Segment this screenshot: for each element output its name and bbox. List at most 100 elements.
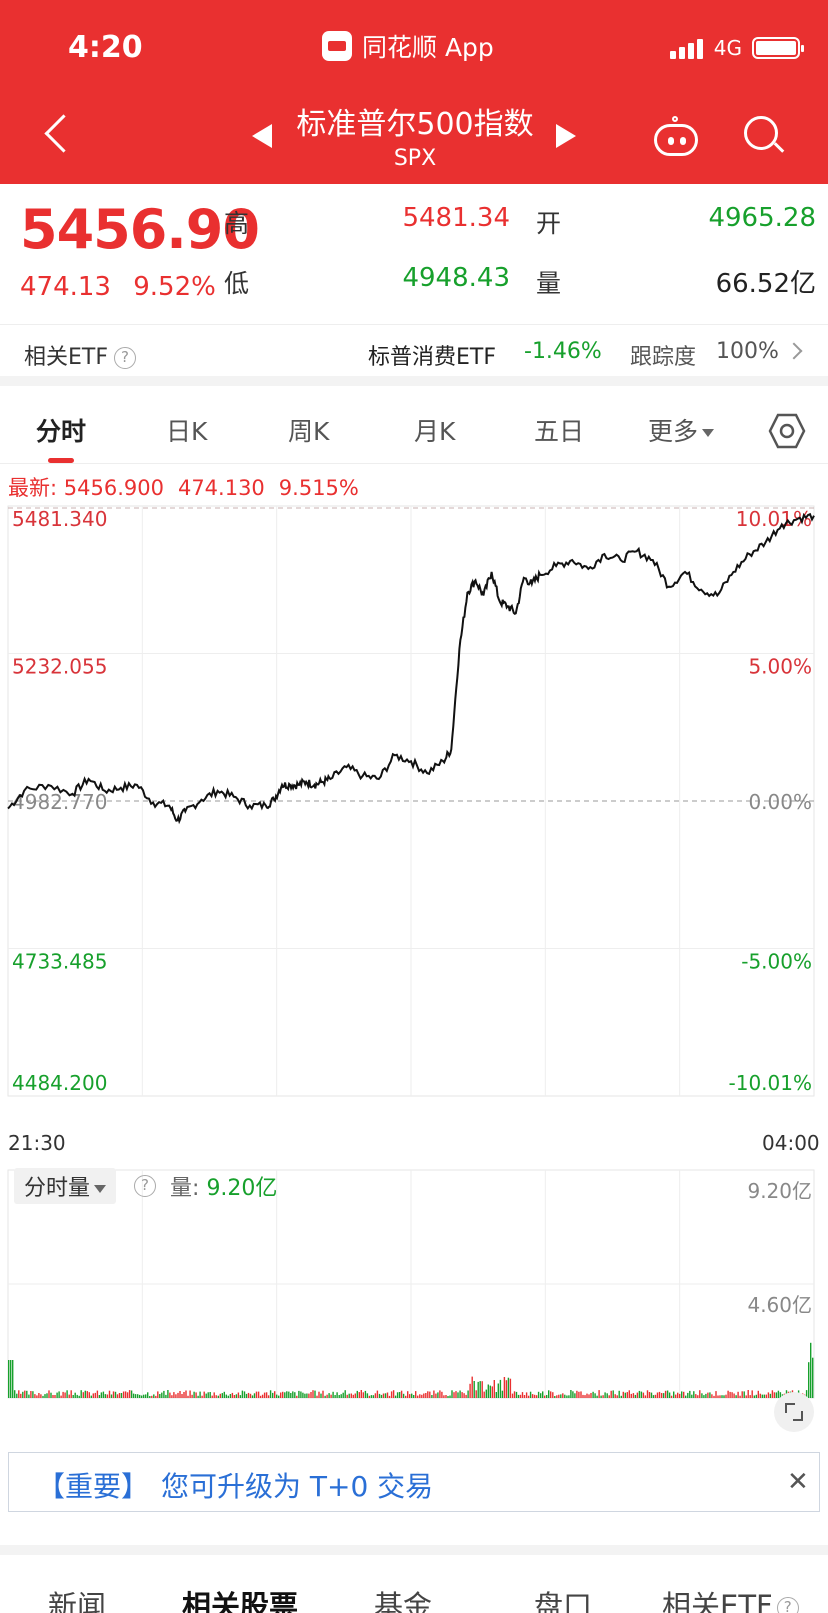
volume-bar [86, 1391, 88, 1398]
volume-bar [483, 1391, 485, 1398]
volume-bar [810, 1342, 812, 1398]
volume-bar [366, 1393, 369, 1398]
tab-order-book[interactable]: 盘口 [534, 1589, 593, 1613]
volume-bar [650, 1392, 653, 1398]
volume-bar [588, 1394, 590, 1398]
close-icon[interactable]: ✕ [787, 1467, 809, 1497]
volume-bar [290, 1393, 292, 1398]
volume-bar [429, 1391, 431, 1398]
volume-bar [8, 1360, 10, 1398]
volume-bar [269, 1390, 272, 1398]
settings-hex-icon[interactable] [768, 412, 806, 450]
volume-bar [445, 1395, 447, 1398]
volume-type-selector[interactable]: 分时量 [14, 1168, 117, 1204]
volume-bar [90, 1395, 92, 1398]
volume-bar [179, 1391, 181, 1398]
tab-news[interactable]: 新闻 [48, 1589, 107, 1613]
volume-bar [761, 1394, 763, 1398]
volume-bar [14, 1390, 16, 1398]
tab-more[interactable]: 更多 [648, 412, 715, 448]
tab-five-day[interactable]: 五日 [534, 417, 585, 446]
volume-bar [374, 1393, 377, 1398]
related-etf-row[interactable]: 相关ETF? 标普消费ETF -1.46% 跟踪度 100% [0, 324, 828, 386]
upgrade-notice-banner[interactable]: 【重要】 您可升级为 T+0 交易 ✕ [8, 1452, 820, 1512]
volume-bar [32, 1391, 34, 1398]
search-icon[interactable] [744, 116, 788, 160]
volume-bar [267, 1395, 270, 1398]
volume-bar [314, 1390, 316, 1398]
volume-bar [141, 1395, 143, 1398]
volume-bar [386, 1392, 389, 1398]
volume-bar [457, 1392, 459, 1398]
assistant-robot-icon[interactable] [652, 116, 700, 160]
volume-bar [368, 1395, 371, 1398]
next-index-arrow-icon[interactable] [556, 124, 576, 148]
latest-price: 最新: 5456.900 [8, 476, 164, 500]
volume-bar [574, 1393, 576, 1398]
volume-bar [697, 1395, 699, 1398]
prev-index-arrow-icon[interactable] [252, 124, 272, 148]
volume-bar [221, 1393, 223, 1398]
volume-bar [644, 1395, 647, 1398]
volume-bar [519, 1394, 522, 1398]
volume-bar [487, 1384, 489, 1398]
volume-bar [765, 1394, 767, 1398]
volume-bar [330, 1394, 332, 1398]
volume-bar [201, 1395, 203, 1398]
tab-intraday[interactable]: 分时 [36, 417, 87, 446]
volume-bar [241, 1390, 244, 1398]
volume-bar [118, 1393, 121, 1398]
y-tick-label: 5232.055 [12, 655, 107, 679]
volume-bar [390, 1391, 393, 1398]
volume-bar [120, 1393, 123, 1398]
volume-chart[interactable]: 9.20亿 4.60亿 [0, 1158, 828, 1440]
volume-bar [320, 1393, 322, 1398]
volume-bar [433, 1390, 435, 1398]
volume-bar [435, 1393, 437, 1398]
help-icon[interactable]: ? [114, 347, 136, 369]
volume-label: 量 [536, 269, 562, 298]
tab-funds[interactable]: 基金 [374, 1589, 433, 1613]
volume-bar [161, 1392, 163, 1398]
notice-text[interactable]: 您可升级为 T+0 交易 [161, 1470, 434, 1503]
volume-bar [36, 1395, 38, 1398]
volume-bar [137, 1394, 139, 1398]
volume-bar [344, 1390, 346, 1398]
volume-bar [447, 1396, 449, 1398]
tab-weekly-k[interactable]: 周K [288, 417, 330, 446]
volume-bar [558, 1394, 560, 1398]
tab-related-stocks[interactable]: 相关股票 [182, 1589, 299, 1613]
high-label: 高 [224, 209, 250, 238]
volume-bar [566, 1395, 568, 1398]
intraday-price-chart[interactable]: 5481.340 10.01%5232.055 5.00%4982.770 0.00%… [0, 500, 828, 1130]
volume-bar [253, 1393, 256, 1398]
volume-bar [413, 1395, 415, 1398]
volume-bar [731, 1392, 733, 1398]
help-icon[interactable]: ? [776, 1597, 799, 1613]
volume-bar [812, 1357, 814, 1398]
volume-bar [82, 1392, 84, 1398]
volume-bar [544, 1395, 546, 1398]
volume-bar [681, 1391, 683, 1398]
volume-bar [92, 1393, 94, 1398]
back-button[interactable] [38, 112, 78, 158]
volume-bar [78, 1395, 80, 1398]
volume-bar [237, 1392, 240, 1398]
volume-bar [542, 1391, 544, 1398]
volume-bar [199, 1391, 201, 1398]
help-icon[interactable]: ? [134, 1175, 157, 1197]
volume-bar [592, 1391, 594, 1398]
volume-bar [646, 1390, 649, 1398]
volume-bar [533, 1394, 536, 1398]
volume-bar [348, 1393, 350, 1398]
volume-bar [130, 1390, 133, 1398]
volume-bar [489, 1385, 491, 1398]
volume-bar [495, 1392, 497, 1398]
tab-related-etf[interactable]: 相关ETF? [662, 1583, 799, 1613]
tab-daily-k[interactable]: 日K [166, 417, 208, 446]
volume-bar [211, 1395, 213, 1398]
tab-monthly-k[interactable]: 月K [414, 417, 456, 446]
fullscreen-expand-icon[interactable] [774, 1392, 814, 1432]
volume-bar [578, 1391, 580, 1398]
volume-bar [50, 1392, 52, 1398]
